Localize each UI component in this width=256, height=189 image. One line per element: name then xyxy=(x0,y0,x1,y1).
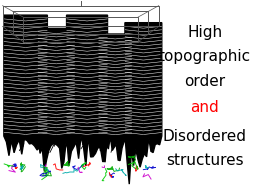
Text: High: High xyxy=(187,25,222,40)
Polygon shape xyxy=(4,15,47,156)
Text: topographic: topographic xyxy=(159,49,251,64)
Text: order: order xyxy=(184,74,225,89)
Polygon shape xyxy=(67,15,108,166)
Polygon shape xyxy=(38,28,75,171)
Text: and: and xyxy=(190,100,219,115)
Text: Disordered: Disordered xyxy=(163,129,247,144)
Polygon shape xyxy=(125,23,162,184)
Polygon shape xyxy=(99,34,132,161)
Text: structures: structures xyxy=(166,153,244,168)
